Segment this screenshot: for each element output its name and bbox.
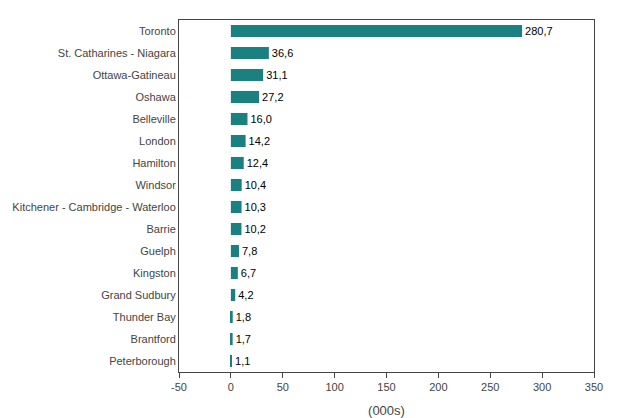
svg-text:36,6: 36,6: [272, 47, 293, 59]
svg-text:31,1: 31,1: [266, 69, 287, 81]
svg-text:Ottawa-Gatineau: Ottawa-Gatineau: [93, 69, 176, 81]
svg-text:12,4: 12,4: [247, 157, 268, 169]
svg-text:-50: -50: [171, 381, 187, 393]
svg-text:Guelph: Guelph: [140, 245, 175, 257]
svg-text:350: 350: [585, 381, 603, 393]
svg-text:50: 50: [277, 381, 289, 393]
svg-text:Brantford: Brantford: [131, 333, 176, 345]
svg-text:100: 100: [325, 381, 343, 393]
svg-text:London: London: [139, 135, 176, 147]
svg-text:Belleville: Belleville: [132, 113, 175, 125]
svg-text:1,8: 1,8: [236, 311, 251, 323]
svg-text:150: 150: [377, 381, 395, 393]
svg-text:7,8: 7,8: [242, 245, 257, 257]
svg-text:200: 200: [429, 381, 447, 393]
svg-text:6,7: 6,7: [241, 267, 256, 279]
svg-text:27,2: 27,2: [262, 91, 283, 103]
svg-text:1,1: 1,1: [235, 355, 250, 367]
svg-text:4,2: 4,2: [238, 289, 253, 301]
svg-text:Toronto: Toronto: [139, 25, 176, 37]
svg-text:Thunder Bay: Thunder Bay: [113, 311, 176, 323]
svg-text:Windsor: Windsor: [135, 179, 176, 191]
svg-text:300: 300: [533, 381, 551, 393]
svg-text:Hamilton: Hamilton: [132, 157, 175, 169]
svg-text:16,0: 16,0: [250, 113, 271, 125]
svg-text:14,2: 14,2: [249, 135, 270, 147]
svg-text:Kitchener - Cambridge - Waterl: Kitchener - Cambridge - Waterloo: [12, 201, 175, 213]
svg-text:Oshawa: Oshawa: [135, 91, 176, 103]
svg-text:0: 0: [228, 381, 234, 393]
svg-text:St. Catharines - Niagara: St. Catharines - Niagara: [58, 47, 177, 59]
svg-text:280,7: 280,7: [525, 25, 553, 37]
svg-text:Grand Sudbury: Grand Sudbury: [101, 289, 176, 301]
svg-text:Peterborough: Peterborough: [109, 355, 176, 367]
svg-text:250: 250: [481, 381, 499, 393]
svg-text:(000s): (000s): [368, 403, 405, 418]
svg-text:10,3: 10,3: [245, 201, 266, 213]
svg-text:Kingston: Kingston: [133, 267, 176, 279]
svg-text:Barrie: Barrie: [146, 223, 175, 235]
svg-text:1,7: 1,7: [236, 333, 251, 345]
svg-text:10,4: 10,4: [245, 179, 266, 191]
svg-text:10,2: 10,2: [244, 223, 265, 235]
